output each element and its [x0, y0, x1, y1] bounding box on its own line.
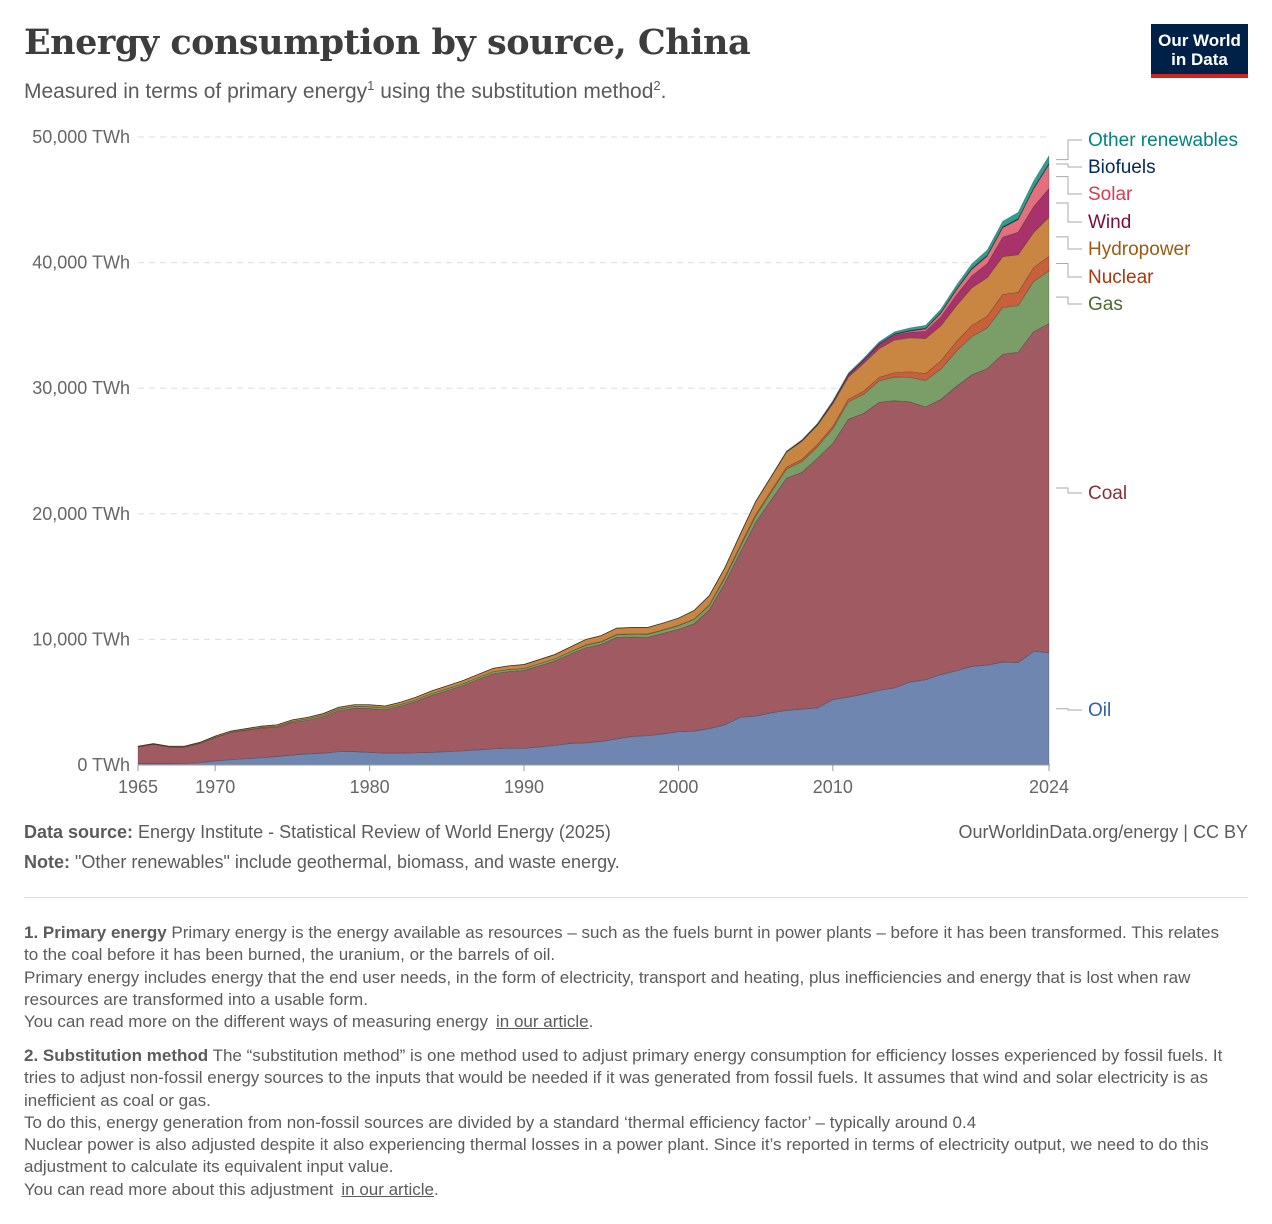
legend-leader-line [1056, 236, 1082, 250]
footnote-text: To do this, energy generation from non-f… [24, 1112, 977, 1132]
legend-label-biofuels: Biofuels [1088, 157, 1156, 178]
x-tick-label: 1980 [350, 777, 390, 797]
subtitle-text: using the substitution method [374, 80, 654, 103]
y-tick-label: 40,000 TWh [32, 253, 130, 273]
x-tick-label: 1970 [195, 777, 235, 797]
article-link[interactable]: in our article [496, 1012, 589, 1032]
footnote-ref-2[interactable]: 2 [653, 78, 661, 93]
area-other-renewables [137, 154, 1050, 747]
legend-leader-line [1056, 176, 1082, 195]
footnote-label: 1. Primary energy [24, 923, 167, 942]
legend-label-other-renewables: Other renewables [1088, 130, 1238, 151]
chart-title: Energy consumption by source, China [24, 22, 751, 63]
legend-label-gas: Gas [1088, 294, 1123, 315]
source-label: Data source: [24, 822, 134, 842]
legend-label-nuclear: Nuclear [1088, 267, 1154, 288]
footnote-text: The “substitution method” is one method … [24, 1046, 1223, 1110]
footnote-label: 2. Substitution method [24, 1046, 209, 1065]
legend-label-oil: Oil [1088, 700, 1111, 721]
footnote-ref-1[interactable]: 1 [367, 78, 375, 93]
legend-label-wind: Wind [1088, 212, 1131, 233]
credit-link[interactable]: OurWorldinData.org/energy | CC BY [958, 822, 1248, 842]
y-tick-label: 30,000 TWh [32, 378, 130, 398]
subtitle-text: Measured in terms of primary energy [24, 80, 368, 103]
footnote-text: . [588, 1012, 594, 1032]
footnote-substitution-method: 2. Substitution method The “substitution… [24, 1045, 1234, 1201]
footnote-text: Primary energy is the energy available a… [24, 923, 1220, 965]
legend-leader-line [1056, 487, 1082, 494]
legend-leader-line [1056, 139, 1082, 161]
footnote-text: You can read more on the different ways … [24, 1012, 489, 1032]
legend-label-coal: Coal [1088, 483, 1127, 504]
x-tick-label: 2010 [813, 777, 853, 797]
source-text: Energy Institute - Statistical Review of… [133, 822, 611, 842]
y-tick-label: 10,000 TWh [32, 629, 130, 649]
article-link[interactable]: in our article [341, 1179, 434, 1199]
area-hydropower [137, 216, 1050, 748]
footnote-text: Nuclear power is also adjusted despite i… [24, 1135, 1209, 1177]
x-tick-label: 1990 [504, 777, 544, 797]
note-text: "Other renewables" include geothermal, b… [70, 852, 620, 872]
y-tick-label: 50,000 TWh [32, 127, 130, 147]
stacked-area-chart: 0 TWh 10,000 TWh 20,000 TWh 30,000 TWh 40,00… [32, 127, 1238, 797]
divider [24, 897, 1248, 898]
footnote-primary-energy: 1. Primary energy Primary energy is the … [24, 922, 1234, 1033]
owid-logo[interactable]: Our World in Data [1151, 24, 1248, 78]
chart-note: Note: "Other renewables" include geother… [24, 852, 620, 873]
legend-label-hydropower: Hydropower [1088, 239, 1191, 260]
y-tick-label: 20,000 TWh [32, 504, 130, 524]
chart-subtitle: Measured in terms of primary energy1 usi… [24, 78, 666, 104]
area-biofuels [137, 162, 1050, 747]
legend-leader-line [1056, 202, 1082, 223]
legend-leader-line [1056, 263, 1082, 278]
subtitle-text: . [660, 80, 667, 103]
note-label: Note: [24, 852, 70, 872]
footnote-text: . [433, 1179, 439, 1199]
footnote-text: You can read more about this adjustment [24, 1179, 334, 1199]
y-tick-label: 0 TWh [77, 755, 130, 775]
legend-leader-line [1056, 163, 1082, 168]
legend-leader-line [1056, 708, 1082, 711]
legend-label-solar: Solar [1088, 184, 1133, 205]
footnote-text: Primary energy includes energy that the … [24, 967, 1191, 1009]
data-source: Data source: Energy Institute - Statisti… [24, 822, 611, 843]
x-tick-label: 2024 [1029, 777, 1069, 797]
legend-leader-line [1056, 296, 1082, 305]
x-tick-label: 2000 [658, 777, 698, 797]
area-solar [137, 163, 1050, 747]
area-wind [137, 187, 1050, 747]
logo-text: Our World in Data [1158, 31, 1241, 69]
x-tick-label: 1965 [118, 777, 158, 797]
